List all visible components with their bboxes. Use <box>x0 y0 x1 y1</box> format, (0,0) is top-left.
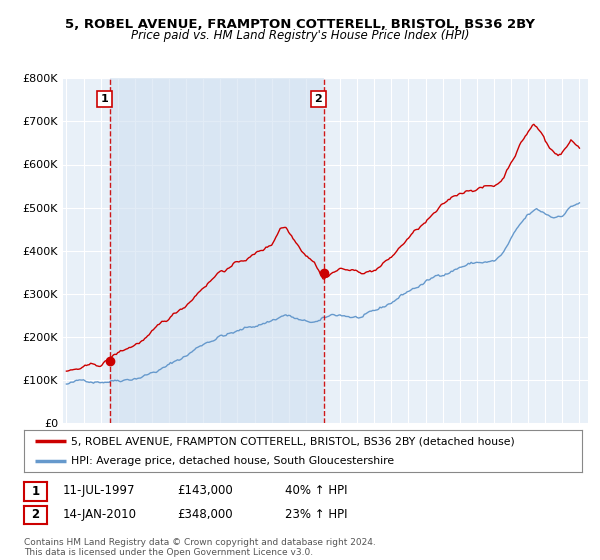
Text: Price paid vs. HM Land Registry's House Price Index (HPI): Price paid vs. HM Land Registry's House … <box>131 29 469 42</box>
Text: 5, ROBEL AVENUE, FRAMPTON COTTERELL, BRISTOL, BS36 2BY: 5, ROBEL AVENUE, FRAMPTON COTTERELL, BRI… <box>65 18 535 31</box>
Text: 5, ROBEL AVENUE, FRAMPTON COTTERELL, BRISTOL, BS36 2BY (detached house): 5, ROBEL AVENUE, FRAMPTON COTTERELL, BRI… <box>71 436 515 446</box>
Bar <box>110 78 323 423</box>
Text: 14-JAN-2010: 14-JAN-2010 <box>63 507 137 521</box>
Text: 40% ↑ HPI: 40% ↑ HPI <box>285 484 347 497</box>
Text: HPI: Average price, detached house, South Gloucestershire: HPI: Average price, detached house, Sout… <box>71 456 395 466</box>
Text: £348,000: £348,000 <box>177 507 233 521</box>
Text: 2: 2 <box>31 508 40 521</box>
Text: 1: 1 <box>101 94 109 104</box>
Text: 11-JUL-1997: 11-JUL-1997 <box>63 484 136 497</box>
Text: 2: 2 <box>314 94 322 104</box>
Text: 23% ↑ HPI: 23% ↑ HPI <box>285 507 347 521</box>
Text: 1: 1 <box>31 485 40 498</box>
Text: Contains HM Land Registry data © Crown copyright and database right 2024.
This d: Contains HM Land Registry data © Crown c… <box>24 538 376 557</box>
Text: £143,000: £143,000 <box>177 484 233 497</box>
